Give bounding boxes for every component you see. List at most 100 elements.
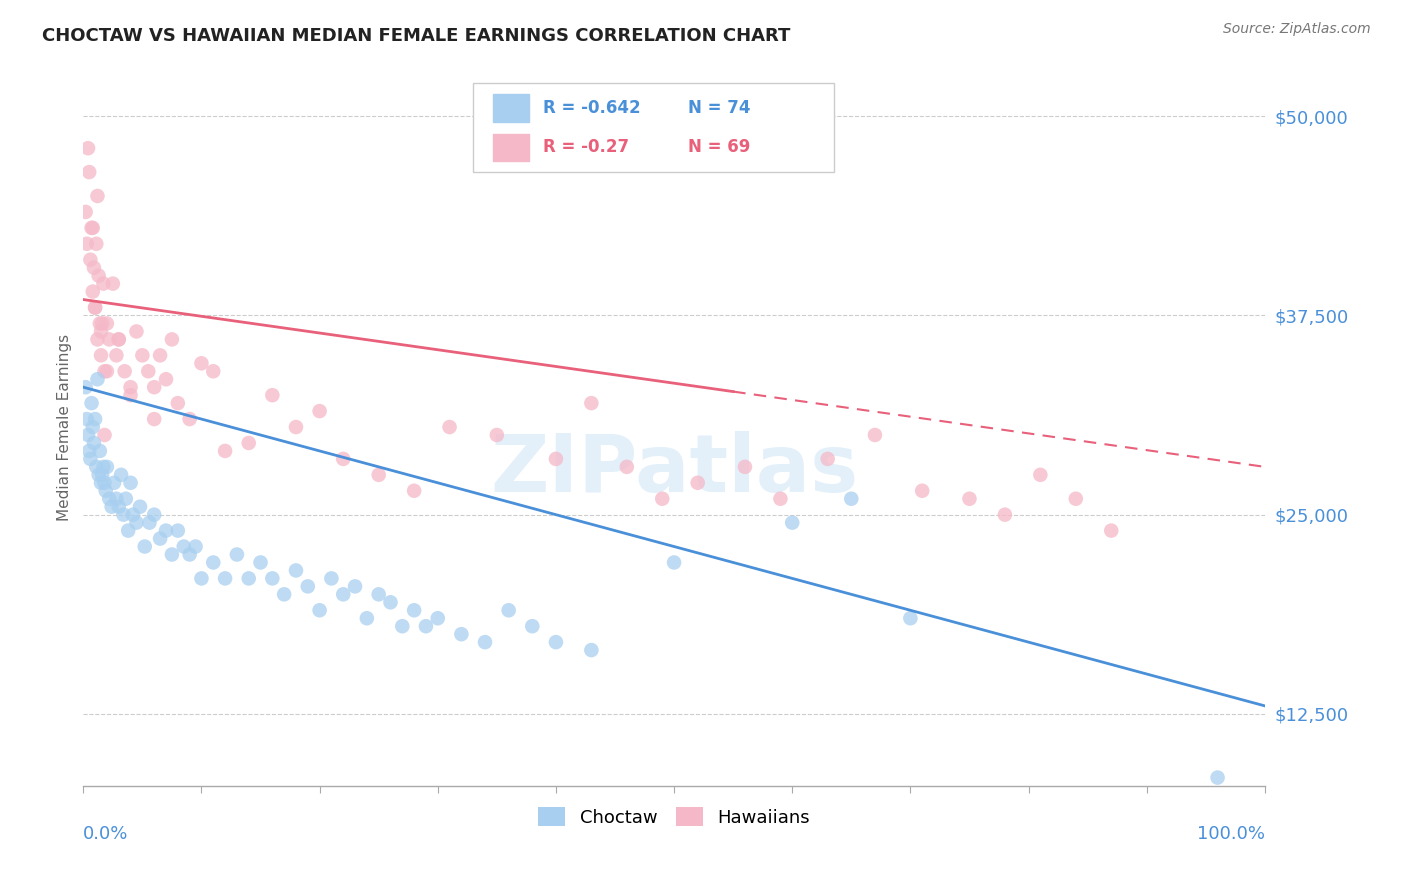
Point [107, 332, 129, 346]
Text: ZIPatlas: ZIPatlas [489, 431, 858, 509]
Point [125, 325, 148, 339]
Point [391, 619, 413, 633]
Point [581, 396, 603, 410]
Point [522, 619, 544, 633]
Point [173, 540, 195, 554]
Point [959, 491, 981, 506]
Point [105, 348, 128, 362]
Point [308, 603, 330, 617]
Point [238, 436, 260, 450]
Point [120, 380, 142, 394]
FancyBboxPatch shape [474, 83, 834, 172]
Point [86, 189, 108, 203]
Point [93, 277, 115, 291]
Point [262, 571, 284, 585]
Point [84, 301, 107, 315]
Point [84, 412, 107, 426]
Point [285, 420, 308, 434]
Point [994, 508, 1017, 522]
Point [190, 571, 212, 585]
Point [76, 236, 98, 251]
Point [93, 428, 115, 442]
Point [105, 491, 128, 506]
Point [262, 388, 284, 402]
Point [107, 332, 129, 346]
Point [780, 516, 803, 530]
Point [225, 548, 247, 562]
Point [77, 428, 100, 442]
Text: 0.0%: 0.0% [83, 825, 129, 843]
Point [114, 364, 136, 378]
Point [356, 611, 378, 625]
Point [149, 532, 172, 546]
Point [96, 364, 118, 378]
Point [83, 260, 105, 275]
Text: CHOCTAW VS HAWAIIAN MEDIAN FEMALE EARNINGS CORRELATION CHART: CHOCTAW VS HAWAIIAN MEDIAN FEMALE EARNIN… [42, 27, 790, 45]
Point [82, 285, 104, 299]
Point [131, 348, 153, 362]
Point [91, 317, 114, 331]
Point [84, 459, 107, 474]
Point [863, 428, 886, 442]
Point [332, 587, 354, 601]
Point [87, 467, 110, 482]
Point [332, 451, 354, 466]
Point [190, 356, 212, 370]
Point [80, 396, 103, 410]
Point [321, 571, 343, 585]
Point [103, 475, 125, 490]
Point [93, 364, 115, 378]
Point [179, 548, 201, 562]
Point [80, 220, 103, 235]
Text: R = -0.642: R = -0.642 [543, 99, 641, 117]
Point [136, 364, 159, 378]
Legend: Choctaw, Hawaiians: Choctaw, Hawaiians [531, 800, 817, 834]
Point [214, 571, 236, 585]
Point [662, 556, 685, 570]
Point [134, 540, 156, 554]
Point [273, 587, 295, 601]
Point [404, 603, 426, 617]
Point [249, 556, 271, 570]
Y-axis label: Median Female Earnings: Median Female Earnings [58, 334, 72, 521]
Point [202, 364, 225, 378]
Point [297, 579, 319, 593]
Point [83, 436, 105, 450]
Point [84, 301, 107, 315]
Point [160, 548, 183, 562]
Text: N = 69: N = 69 [689, 138, 751, 156]
Point [89, 317, 111, 331]
Point [544, 451, 567, 466]
Point [90, 348, 112, 362]
Point [769, 491, 792, 506]
Point [75, 380, 97, 394]
Point [734, 459, 756, 474]
Point [94, 483, 117, 498]
Point [308, 404, 330, 418]
Point [114, 491, 136, 506]
Point [129, 500, 152, 514]
Point [155, 372, 177, 386]
Point [79, 252, 101, 267]
Point [86, 372, 108, 386]
Point [89, 444, 111, 458]
Point [77, 141, 100, 155]
Point [100, 500, 122, 514]
Point [91, 467, 114, 482]
Point [544, 635, 567, 649]
Point [138, 516, 160, 530]
Point [143, 380, 166, 394]
Text: R = -0.27: R = -0.27 [543, 138, 628, 156]
Point [238, 571, 260, 585]
Point [93, 475, 115, 490]
Point [439, 420, 461, 434]
Point [214, 444, 236, 458]
Point [202, 556, 225, 570]
Point [581, 643, 603, 657]
Point [166, 524, 188, 538]
Bar [494, 95, 529, 121]
Point [911, 483, 934, 498]
Point [86, 332, 108, 346]
Bar [494, 134, 529, 161]
Point [651, 491, 673, 506]
